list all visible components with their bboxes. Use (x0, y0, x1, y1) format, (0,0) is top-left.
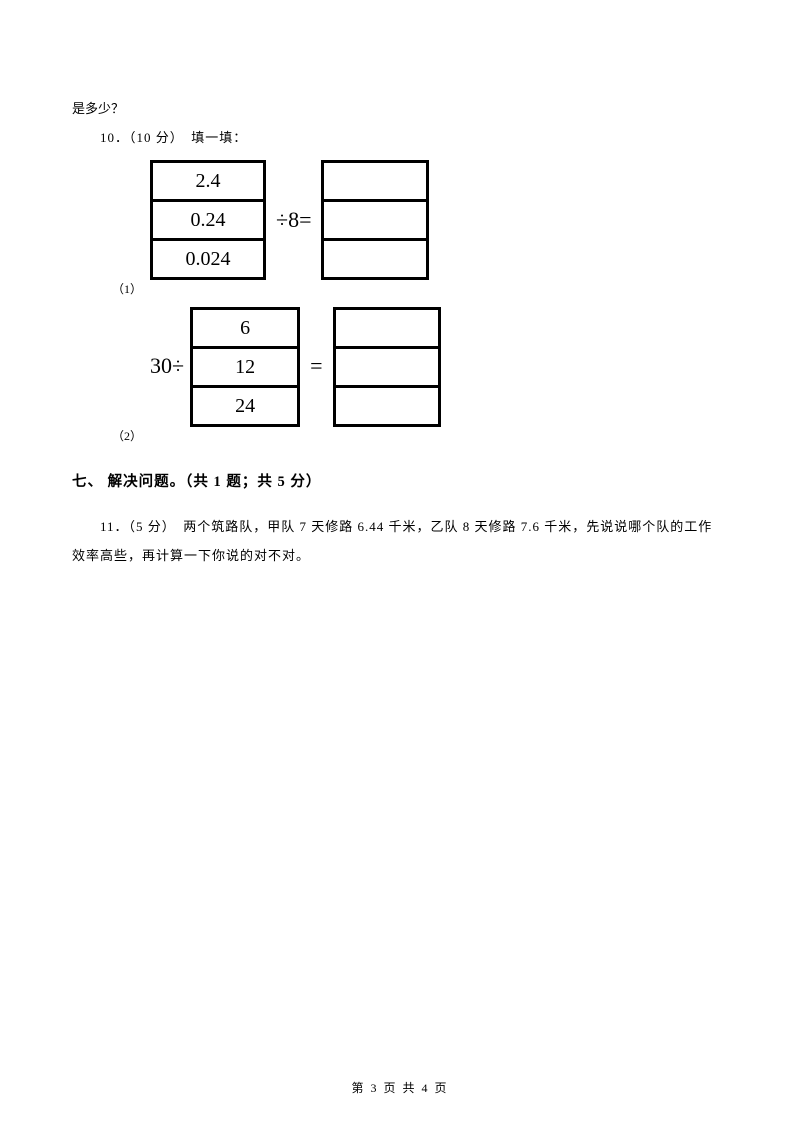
section-7-heading: 七、 解决问题。（共 1 题；共 5 分） (72, 467, 728, 499)
table-cell-empty (336, 310, 438, 349)
q10-fig2-equals: = (310, 342, 322, 390)
table-cell: 0.024 (153, 241, 263, 277)
table-cell: 2.4 (153, 163, 263, 202)
q10-figure-2: 30÷ 6 12 24 = (150, 307, 728, 427)
q10-fig2-right-table (333, 307, 441, 427)
table-cell: 0.24 (153, 202, 263, 241)
table-cell: 24 (193, 388, 297, 424)
table-cell-empty (336, 388, 438, 424)
trailing-text: 是多少？ (72, 95, 728, 124)
q10-fig1-operator: ÷8= (276, 196, 311, 244)
q10-header: 10．（10 分） 填一填： (100, 124, 728, 153)
q10-fig2-left-table: 6 12 24 (190, 307, 300, 427)
table-cell-empty (324, 163, 426, 202)
table-cell-empty (324, 241, 426, 277)
page-footer: 第 3 页 共 4 页 (0, 1079, 800, 1096)
q10-figure-1: 2.4 0.24 0.024 ÷8= (150, 160, 728, 280)
q10-fig1-left-table: 2.4 0.24 0.024 (150, 160, 266, 280)
q11-line1: 11．（5 分） 两个筑路队，甲队 7 天修路 6.44 千米，乙队 8 天修路… (100, 511, 728, 542)
table-cell: 12 (193, 349, 297, 388)
table-cell-empty (324, 202, 426, 241)
q10-fig1-right-table (321, 160, 429, 280)
q11-line2: 效率高些，再计算一下你说的对不对。 (72, 542, 728, 571)
table-cell-empty (336, 349, 438, 388)
table-cell: 6 (193, 310, 297, 349)
q10-fig2-prefix: 30÷ (150, 342, 184, 390)
